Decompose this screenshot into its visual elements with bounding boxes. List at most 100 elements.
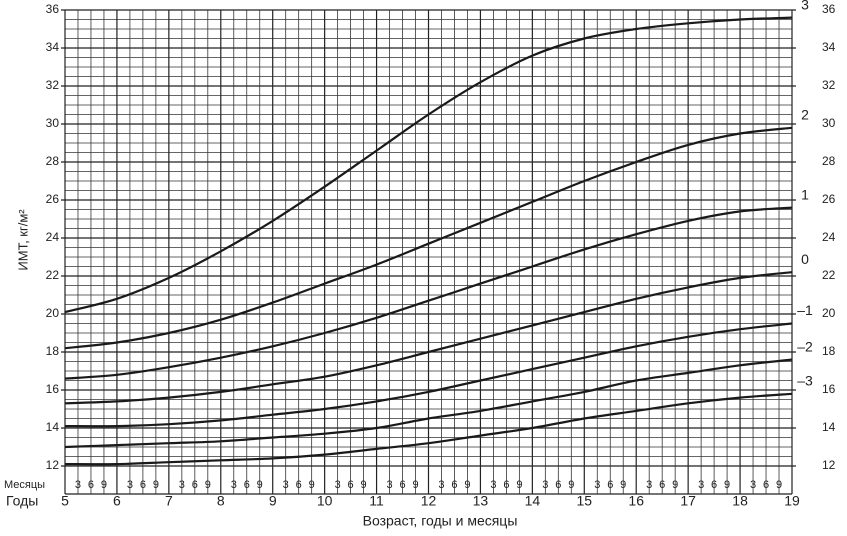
y-tick-label-right: 12 [822, 458, 836, 472]
month-tick-label: 9 [620, 479, 626, 491]
y-tick-label-right: 28 [822, 154, 836, 168]
month-tick-label: 9 [153, 479, 159, 491]
month-tick-label: 9 [257, 479, 263, 491]
month-row-label: Месяцы [4, 479, 45, 491]
month-tick-label: 3 [698, 479, 704, 491]
series-line [64, 271, 793, 405]
month-tick-label: 3 [179, 479, 185, 491]
month-tick-label: 9 [412, 479, 418, 491]
y-tick-label-right: 16 [822, 382, 836, 396]
x-tick-label: 11 [369, 493, 384, 509]
y-tick-label-right: 20 [822, 306, 836, 320]
month-tick-label: 9 [101, 479, 107, 491]
x-tick-label: 15 [576, 493, 592, 509]
series-line [64, 16, 793, 314]
month-tick-label: 6 [399, 479, 405, 491]
y-tick-label-right: 32 [822, 78, 836, 92]
month-tick-label: 3 [438, 479, 444, 491]
month-tick-label: 9 [568, 479, 574, 491]
month-tick-label: 6 [140, 479, 146, 491]
month-tick-label: 3 [386, 479, 392, 491]
series-line [64, 392, 793, 466]
month-tick-label: 6 [244, 479, 250, 491]
y-tick-label-right: 18 [822, 344, 836, 358]
month-tick-label: 6 [659, 479, 665, 491]
month-tick-label: 3 [542, 479, 548, 491]
month-tick-label: 9 [724, 479, 730, 491]
x-tick-label: 16 [628, 493, 644, 509]
y-tick-label: 26 [46, 192, 60, 206]
y-tick-label: 14 [46, 420, 60, 434]
y-tick-label-right: 36 [822, 2, 836, 16]
y-tick-label: 12 [46, 458, 60, 472]
month-tick-label: 9 [205, 479, 211, 491]
month-tick-label: 3 [283, 479, 289, 491]
month-tick-label: 6 [451, 479, 457, 491]
y-tick-label: 24 [46, 230, 60, 244]
month-tick-label: 6 [348, 479, 354, 491]
month-tick-label: 3 [490, 479, 496, 491]
y-tick-label-right: 26 [822, 192, 836, 206]
y-tick-label: 22 [46, 268, 60, 282]
x-axis-label: Возраст, годы и месяцы [363, 513, 518, 529]
month-tick-label: 3 [750, 479, 756, 491]
x-tick-label: 18 [732, 493, 748, 509]
month-tick-label: 6 [711, 479, 717, 491]
month-tick-label: 6 [555, 479, 561, 491]
y-tick-label: 16 [46, 382, 60, 396]
x-tick-label: 13 [473, 493, 489, 509]
x-tick-label: 7 [165, 493, 173, 509]
year-row-label: Годы [6, 493, 38, 509]
x-tick-label: 5 [61, 493, 69, 509]
series-label: –2 [797, 338, 813, 354]
series-line [64, 322, 793, 428]
y-tick-label: 32 [46, 78, 60, 92]
month-tick-label: 3 [127, 479, 133, 491]
x-tick-label: 9 [269, 493, 277, 509]
series-label: –3 [797, 373, 813, 389]
month-tick-label: 3 [646, 479, 652, 491]
y-tick-label: 34 [46, 40, 60, 54]
month-tick-label: 3 [335, 479, 341, 491]
y-tick-label: 30 [46, 116, 60, 130]
y-tick-label: 20 [46, 306, 60, 320]
x-tick-label: 19 [784, 493, 800, 509]
month-tick-label: 3 [594, 479, 600, 491]
y-tick-label: 36 [46, 2, 60, 16]
y-axis-label: ИМТ, кг/м² [15, 209, 30, 271]
month-tick-label: 9 [309, 479, 315, 491]
month-tick-label: 6 [192, 479, 198, 491]
y-tick-label-right: 34 [822, 40, 836, 54]
series-label: –1 [797, 302, 813, 318]
y-tick-label-right: 24 [822, 230, 836, 244]
series-label: 0 [801, 251, 809, 267]
series-line [64, 206, 793, 380]
series-label: 2 [801, 107, 809, 123]
series-label: 1 [801, 186, 809, 202]
month-tick-label: 9 [516, 479, 522, 491]
x-tick-label: 14 [525, 493, 541, 509]
y-tick-label: 18 [46, 344, 60, 358]
y-tick-label-right: 30 [822, 116, 836, 130]
month-tick-label: 6 [607, 479, 613, 491]
y-tick-label-right: 14 [822, 420, 836, 434]
x-tick-label: 10 [317, 493, 333, 509]
series-line [64, 126, 793, 350]
x-tick-label: 6 [113, 493, 121, 509]
month-tick-label: 3 [75, 479, 81, 491]
month-tick-label: 9 [672, 479, 678, 491]
series-line [64, 358, 793, 449]
month-tick-label: 9 [361, 479, 367, 491]
x-tick-label: 17 [680, 493, 696, 509]
month-tick-label: 6 [296, 479, 302, 491]
month-tick-label: 6 [763, 479, 769, 491]
x-tick-label: 12 [421, 493, 437, 509]
y-tick-label-right: 22 [822, 268, 836, 282]
y-tick-label: 28 [46, 154, 60, 168]
month-tick-label: 3 [231, 479, 237, 491]
month-tick-label: 6 [503, 479, 509, 491]
series-label: 3 [801, 0, 809, 12]
month-tick-label: 9 [464, 479, 470, 491]
month-tick-label: 9 [776, 479, 782, 491]
